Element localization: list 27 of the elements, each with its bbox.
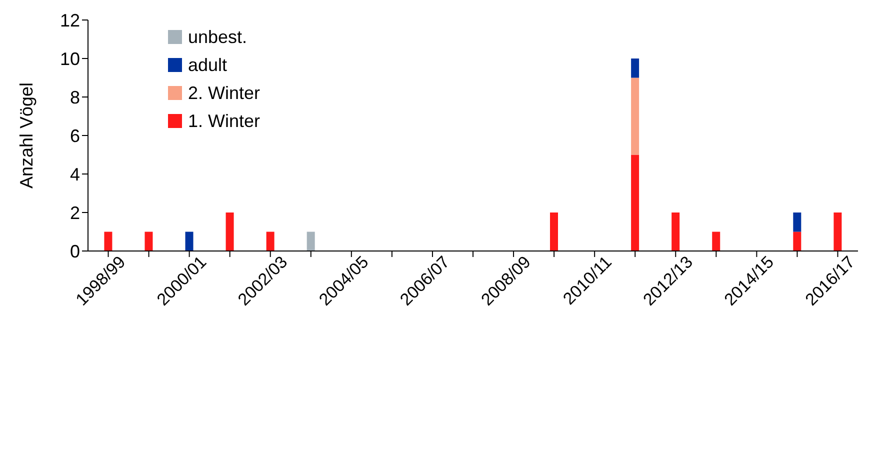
bar	[104, 232, 112, 251]
bar	[266, 232, 274, 251]
y-axis-title: Anzahl Vögel	[16, 82, 36, 189]
y-tick-label: 6	[70, 126, 80, 146]
legend-label: adult	[188, 54, 228, 76]
bar	[306, 232, 315, 251]
bar	[793, 212, 802, 232]
bar	[550, 212, 558, 251]
bar	[793, 232, 802, 251]
legend-label: unbest.	[188, 26, 248, 48]
bar	[631, 154, 640, 251]
y-tick-label: 2	[70, 202, 80, 223]
bar	[672, 212, 680, 251]
y-tick-label: 8	[70, 87, 80, 108]
y-tick-label: 12	[60, 10, 80, 30]
bar	[631, 78, 640, 155]
bar	[631, 58, 640, 78]
y-tick-label: 4	[70, 164, 80, 184]
y-tick-label: 10	[60, 48, 80, 69]
bar	[712, 232, 720, 251]
y-tick-label: 0	[70, 241, 80, 262]
bar	[144, 232, 153, 251]
legend-label: 2. Winter	[188, 82, 260, 104]
bar	[834, 212, 842, 251]
legend-label: 1. Winter	[188, 110, 260, 132]
bar	[185, 232, 194, 251]
bar	[226, 212, 234, 251]
